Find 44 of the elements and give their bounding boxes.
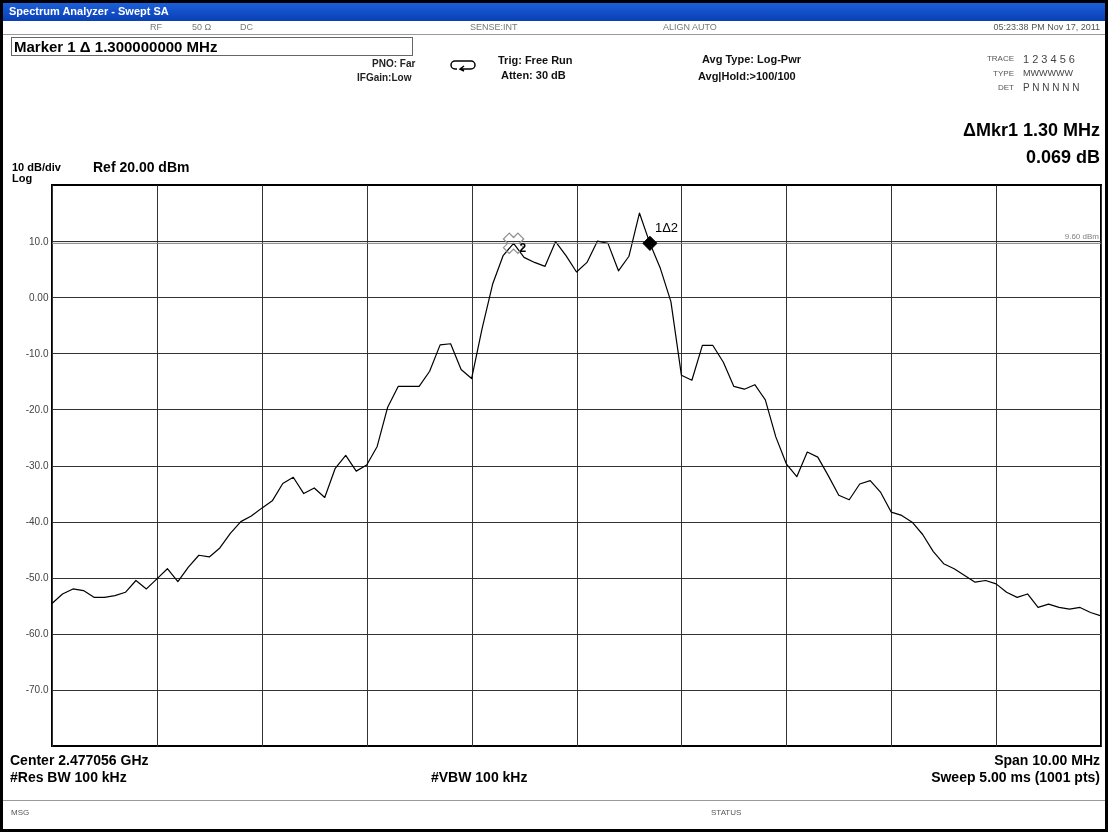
text: Span 10.00 MHz [994, 752, 1100, 768]
text: #VBW 100 kHz [431, 769, 528, 785]
text: Ref 20.00 dBm [93, 159, 190, 175]
text: DET [998, 83, 1014, 92]
text: Sweep 5.00 ms (1001 pts) [931, 769, 1100, 785]
y-tick-label: -50.0 [25, 572, 49, 584]
text: RF [150, 22, 162, 32]
text: TRACE [986, 54, 1014, 63]
text: Log [12, 172, 33, 184]
y-tick-label: -20.0 [25, 403, 49, 415]
text: P N N N N N [1023, 82, 1080, 93]
text: SENSE:INT [470, 22, 518, 32]
text: 0.069 dB [1025, 147, 1100, 167]
text: Avg Type: Log-Pwr [702, 53, 801, 65]
y-tick-label: -60.0 [25, 628, 49, 640]
text: 1 2 3 4 5 6 [1023, 53, 1075, 65]
y-tick-label: -70.0 [25, 684, 49, 696]
text: Center 2.477056 GHz [10, 752, 149, 768]
text: 05:23:38 PM Nov 17, 2011 [993, 22, 1100, 32]
text: Avg|Hold:>100/100 [698, 70, 796, 82]
text: MSG [11, 808, 30, 817]
text: PNO: Far [372, 58, 416, 69]
series-label: 1Δ2 [654, 220, 679, 236]
text: Marker 1 Δ 1.300000000 MHz [11, 37, 413, 56]
series-label: 2 [519, 241, 527, 256]
text: Trig: Free Run [498, 54, 573, 66]
text: #Res BW 100 kHz [10, 769, 127, 785]
y-tick-label: 0.00 [29, 291, 49, 303]
y-tick-label: 10.0 [29, 235, 49, 247]
text: ALIGN AUTO [663, 22, 717, 32]
text: Atten: 30 dB [501, 69, 566, 81]
text: 10 dB/div [12, 161, 61, 173]
text: MWWWWW [1023, 68, 1073, 78]
chart-title: Spectrum Analyzer - Swept SA [9, 5, 169, 17]
text: ΔMkr1 1.30 MHz [963, 120, 1100, 140]
text: 50 Ω [192, 22, 212, 32]
ref-line-label: 9.60 dBm [1064, 232, 1100, 242]
text: STATUS [711, 808, 742, 817]
text: DC [240, 22, 253, 32]
text: TYPE [993, 69, 1014, 78]
y-tick-label: -40.0 [25, 516, 49, 528]
text: IFGain:Low [357, 72, 412, 83]
y-tick-label: -10.0 [25, 347, 49, 359]
y-tick-label: -30.0 [25, 460, 49, 471]
